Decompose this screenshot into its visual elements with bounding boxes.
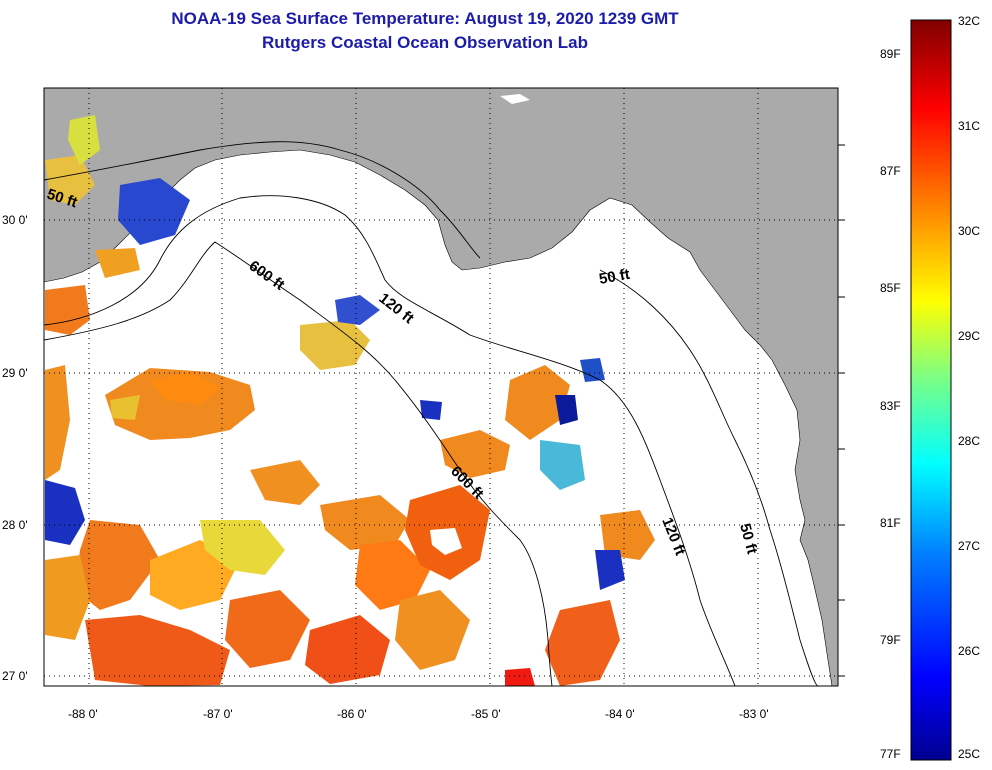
map-title: NOAA-19 Sea Surface Temperature: August …	[171, 9, 679, 28]
cb-c-31: 31C	[958, 119, 980, 133]
cb-c-27: 27C	[958, 539, 980, 553]
lon-label-88: -88 0'	[68, 707, 98, 721]
contour-label-50ft-north: 50 ft	[598, 266, 631, 288]
cb-c-29: 29C	[958, 329, 980, 343]
colorbar	[910, 19, 952, 761]
bay-speck	[500, 94, 530, 104]
cb-f-81: 81F	[880, 516, 901, 530]
lat-label-28: 28 0'	[2, 518, 28, 532]
cb-c-28: 28C	[958, 434, 980, 448]
lon-label-86: -86 0'	[337, 707, 367, 721]
lon-label-83: -83 0'	[739, 707, 769, 721]
sst-data	[45, 115, 655, 686]
frame-ticks	[838, 144, 845, 677]
cb-f-77: 77F	[880, 747, 901, 761]
lat-label-27: 27 0'	[2, 669, 28, 683]
land-mass	[44, 88, 838, 686]
bathymetry-contours	[43, 141, 819, 687]
lat-label-29: 29 0'	[2, 366, 28, 380]
cb-f-83: 83F	[880, 399, 901, 413]
cb-c-32: 32C	[958, 14, 980, 28]
cb-f-89: 89F	[880, 47, 901, 61]
cb-f-87: 87F	[880, 164, 901, 178]
cb-f-79: 79F	[880, 633, 901, 647]
map-subtitle: Rutgers Coastal Ocean Observation Lab	[262, 33, 588, 52]
lat-label-30: 30 0'	[2, 213, 28, 227]
cb-f-85: 85F	[880, 281, 901, 295]
cb-c-30: 30C	[958, 224, 980, 238]
cb-c-26: 26C	[958, 644, 980, 658]
lon-label-84: -84 0'	[605, 707, 635, 721]
lon-label-85: -85 0'	[471, 707, 501, 721]
map-frame	[43, 87, 839, 687]
cb-c-25: 25C	[958, 747, 980, 761]
lon-label-87: -87 0'	[203, 707, 233, 721]
